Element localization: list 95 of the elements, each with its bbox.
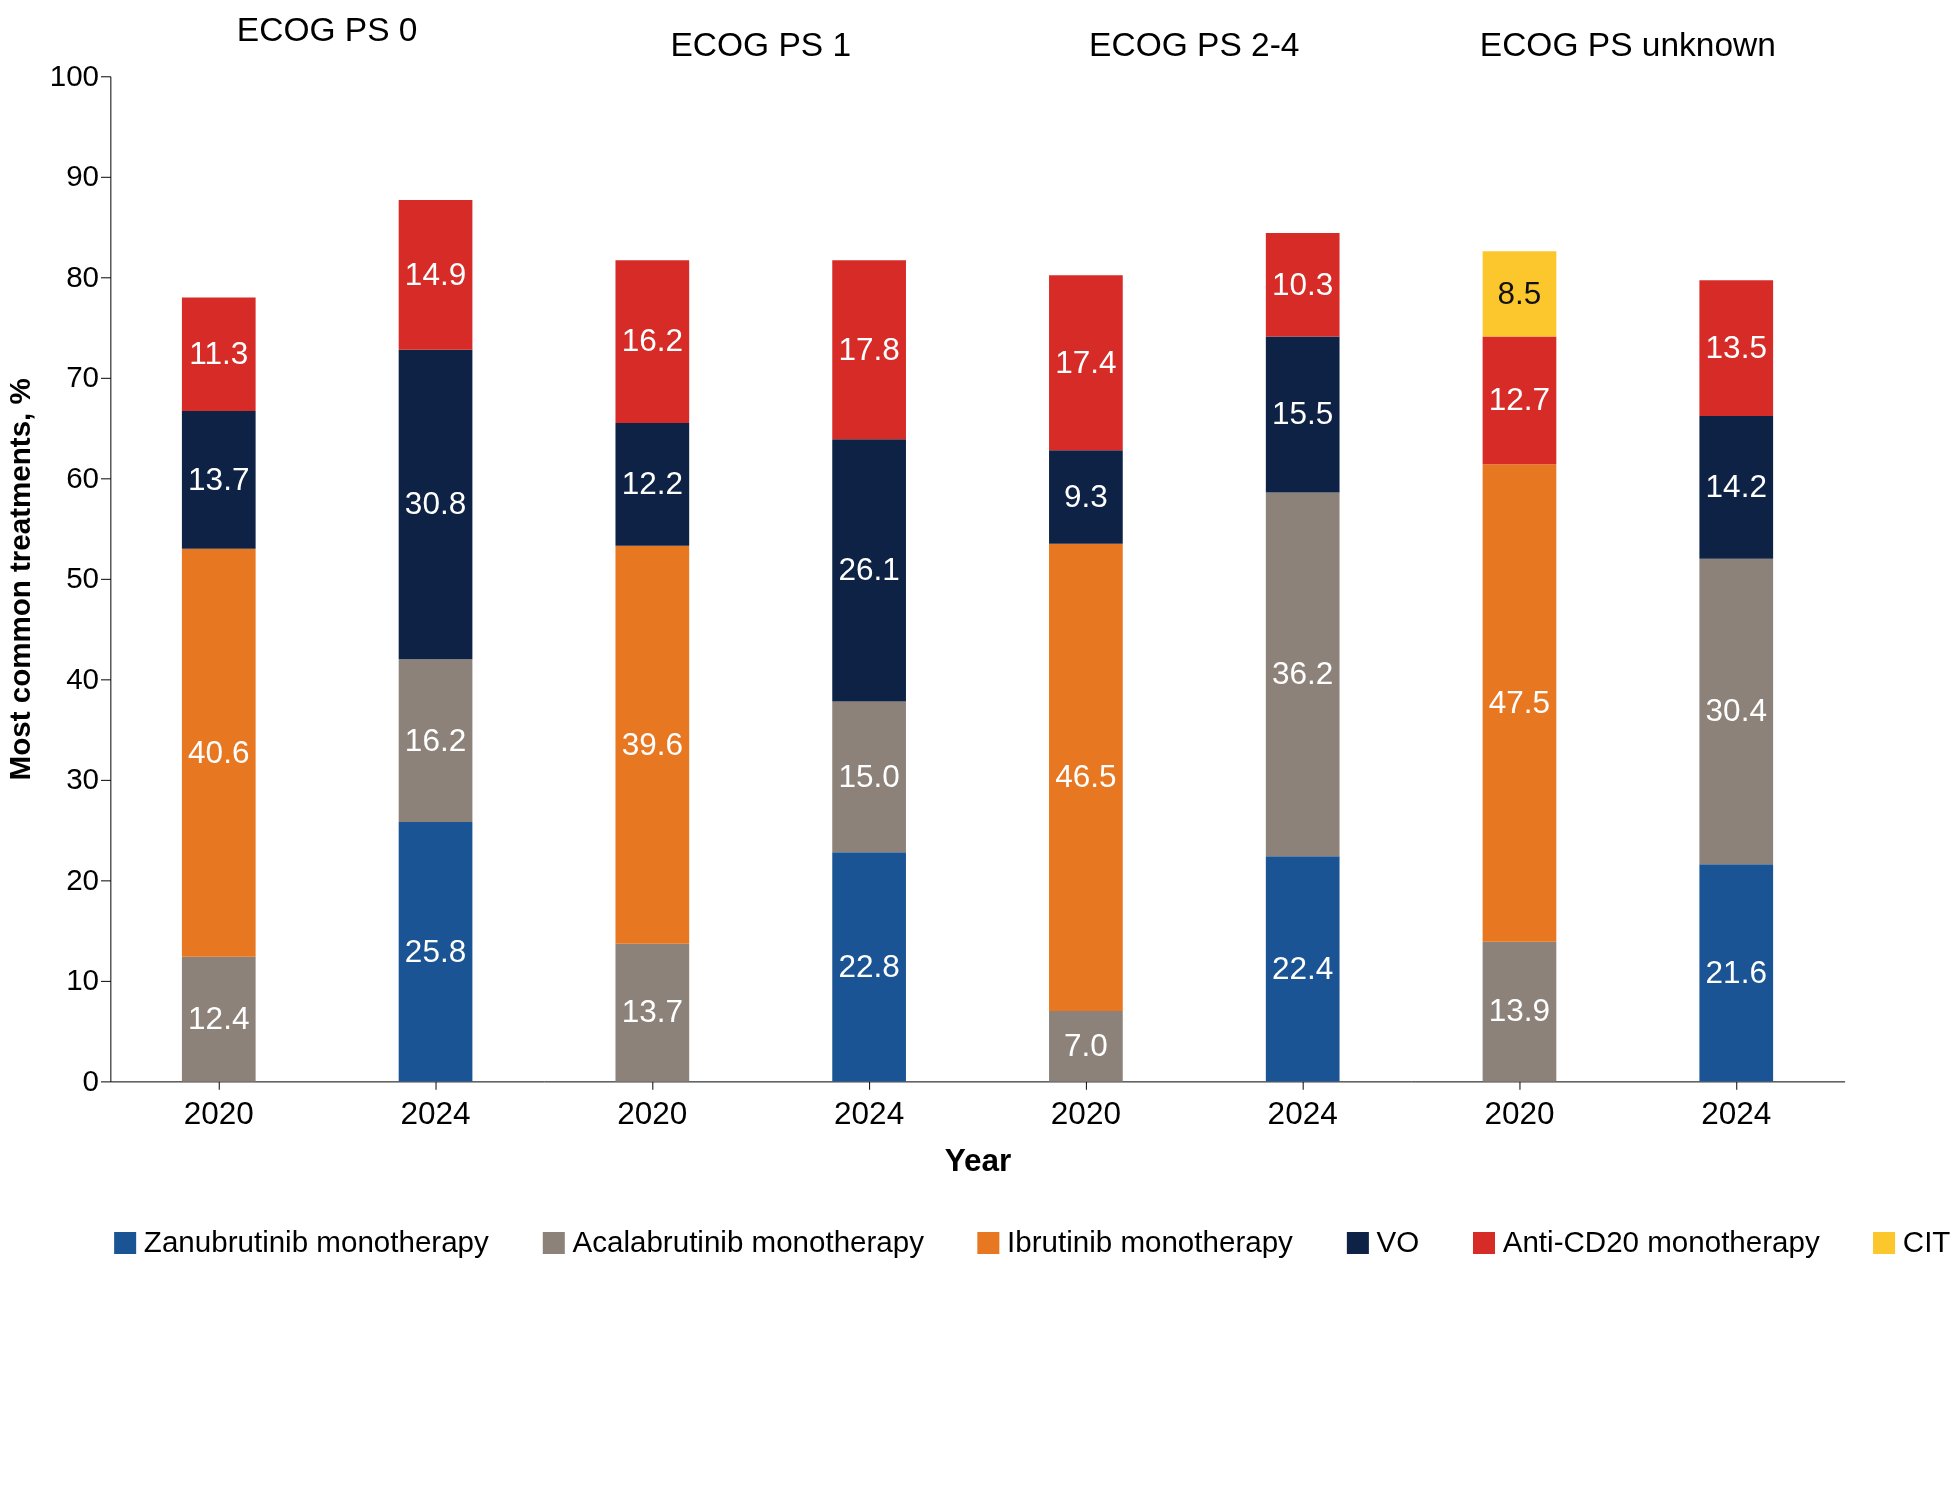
- y-axis-title: Most common treatments, %: [3, 378, 36, 781]
- bar: [615, 545, 690, 944]
- y-tick-label: 30: [66, 762, 100, 796]
- chart-title: ECOG PS 2-4: [1089, 25, 1300, 63]
- bar: [615, 260, 690, 424]
- bar: [1049, 275, 1123, 451]
- data-label: 16.2: [404, 721, 467, 758]
- bar: [615, 943, 690, 1082]
- bar: [1482, 464, 1557, 942]
- bar: [181, 297, 256, 411]
- y-tick-label: 50: [66, 561, 100, 595]
- x-tick-label: 2024: [1267, 1095, 1338, 1132]
- bar: [181, 956, 256, 1082]
- y-tick-label: 10: [66, 963, 100, 997]
- data-label: 12.7: [1488, 381, 1551, 418]
- data-label: 11.3: [189, 335, 249, 372]
- legend-label: CIT: [1902, 1224, 1951, 1258]
- legend-label: Acalabrutinib monotherapy: [572, 1224, 925, 1258]
- y-tick-label: 20: [66, 862, 100, 896]
- data-label: 13.7: [188, 460, 250, 497]
- data-label: 47.5: [1488, 683, 1551, 720]
- bar: [1482, 941, 1557, 1082]
- bar: [1049, 543, 1123, 1012]
- bar: [1482, 336, 1557, 465]
- data-label: 15.5: [1272, 395, 1334, 432]
- bar: [1699, 416, 1774, 559]
- data-label: 10.3: [1272, 265, 1334, 302]
- data-label: 26.1: [838, 551, 900, 588]
- data-label: 7.0: [1063, 1027, 1108, 1064]
- data-label: 13.7: [621, 993, 683, 1030]
- data-label: 21.6: [1705, 953, 1767, 990]
- bar: [398, 199, 473, 350]
- bar: [832, 852, 906, 1082]
- legend-label: Zanubrutinib monotherapy: [143, 1224, 490, 1258]
- data-label: 40.6: [188, 733, 250, 770]
- bar: [398, 822, 473, 1082]
- bar: [398, 659, 473, 823]
- x-tick-label: 2024: [834, 1095, 905, 1132]
- data-label: 14.2: [1705, 468, 1767, 505]
- y-tick-label: 0: [82, 1063, 100, 1097]
- bar: [615, 423, 690, 546]
- bar: [1265, 233, 1340, 337]
- bar: [1699, 558, 1774, 865]
- bar: [1265, 336, 1340, 493]
- data-label: 17.4: [1055, 343, 1117, 380]
- data-label: 13.9: [1488, 992, 1551, 1029]
- legend-label: Ibrutinib monotherapy: [1007, 1224, 1294, 1258]
- bar: [1482, 251, 1557, 337]
- y-tick-label: 100: [49, 58, 100, 92]
- data-label: 8.5: [1497, 274, 1542, 311]
- data-label: 30.4: [1705, 692, 1767, 729]
- bar: [1049, 450, 1123, 544]
- data-label: 39.6: [621, 725, 683, 762]
- bar: [398, 349, 473, 660]
- data-label: 30.8: [404, 485, 467, 522]
- x-tick-label: 2024: [1701, 1095, 1772, 1132]
- x-tick-label: 2020: [183, 1095, 254, 1132]
- bar: [1699, 280, 1774, 417]
- data-label: 25.8: [404, 932, 467, 969]
- data-label: 15.0: [838, 757, 900, 794]
- data-label: 14.9: [404, 255, 467, 292]
- data-label: 36.2: [1272, 655, 1334, 692]
- data-label: 12.4: [188, 999, 250, 1036]
- y-tick-label: 90: [66, 159, 100, 193]
- y-tick-label: 40: [66, 661, 100, 695]
- bar: [1265, 856, 1340, 1082]
- data-label: 22.4: [1272, 949, 1334, 986]
- x-axis-title: Year: [944, 1141, 1012, 1178]
- chart-title: ECOG PS 0: [236, 10, 418, 48]
- x-tick-label: 2020: [1484, 1095, 1555, 1132]
- y-tick-label: 60: [66, 460, 100, 494]
- bar: [181, 548, 256, 957]
- legend-label: Anti-CD20 monotherapy: [1502, 1224, 1820, 1258]
- y-tick-label: 70: [66, 360, 100, 394]
- data-label: 9.3: [1063, 477, 1108, 514]
- bar: [181, 411, 256, 549]
- y-tick-label: 80: [66, 259, 100, 293]
- bar: [832, 439, 906, 702]
- data-label: 46.5: [1055, 758, 1117, 795]
- bar: [832, 701, 906, 853]
- x-tick-label: 2020: [617, 1095, 688, 1132]
- bar: [1265, 492, 1340, 857]
- bar: [832, 260, 906, 440]
- data-label: 12.2: [621, 465, 683, 502]
- chart-title: ECOG PS unknown: [1479, 25, 1776, 63]
- chart-title: ECOG PS 1: [670, 25, 852, 63]
- data-label: 16.2: [621, 322, 683, 359]
- x-tick-label: 2024: [400, 1095, 471, 1132]
- x-tick-label: 2020: [1050, 1095, 1121, 1132]
- data-label: 13.5: [1705, 329, 1767, 366]
- bar: [1049, 1011, 1123, 1082]
- data-label: 22.8: [838, 947, 900, 984]
- data-label: 17.8: [838, 330, 900, 367]
- legend-label: VO: [1376, 1224, 1420, 1258]
- bar: [1699, 864, 1774, 1082]
